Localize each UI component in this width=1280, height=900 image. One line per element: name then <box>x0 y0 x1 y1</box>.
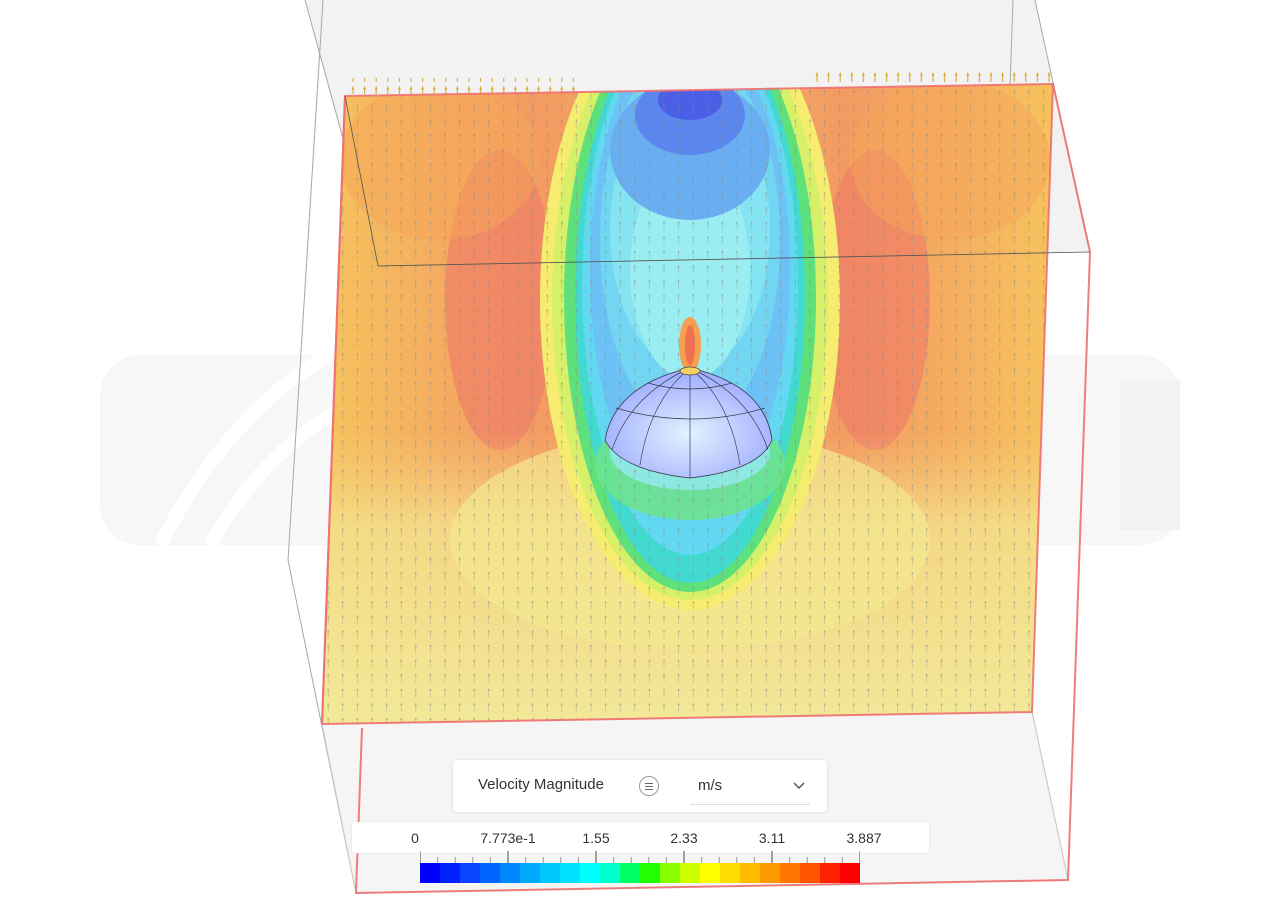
colorbar-segment <box>640 863 661 883</box>
legend-quantity-card: Velocity Magnitude m/s <box>453 760 827 812</box>
colorbar-segment <box>780 863 801 883</box>
colorbar <box>420 851 860 883</box>
chevron-down-icon <box>793 782 805 790</box>
unit-select[interactable]: m/s <box>690 768 810 805</box>
colorbar-segment <box>420 863 441 883</box>
colorbar-segment <box>760 863 781 883</box>
colorbar-tick-label: 3.11 <box>758 830 786 846</box>
list-icon <box>645 783 653 784</box>
colorbar-tick-label: 7.773e-1 <box>480 830 536 846</box>
colorbar-segment <box>440 863 461 883</box>
colorbar-segment <box>660 863 681 883</box>
top-velocity-arrows <box>345 68 1053 94</box>
quantity-label: Velocity Magnitude <box>478 776 604 793</box>
colorbar-segment <box>480 863 501 883</box>
colorbar-tick-label: 2.33 <box>670 830 698 846</box>
colorbar-segment <box>680 863 701 883</box>
colorbar-segment <box>580 863 601 883</box>
colorbar-segment <box>700 863 721 883</box>
colorbar-segment <box>560 863 581 883</box>
colorbar-segment <box>540 863 561 883</box>
colorbar-card <box>352 822 929 853</box>
colorbar-tick-label: 1.55 <box>582 830 610 846</box>
colorbar-segment <box>720 863 741 883</box>
colorbar-segment <box>740 863 761 883</box>
unit-value: m/s <box>698 777 723 794</box>
colorbar-tick-label: 3.887 <box>846 830 882 846</box>
colorbar-segment <box>840 863 860 883</box>
colorbar-segment <box>800 863 821 883</box>
colorbar-segment <box>520 863 541 883</box>
colorbar-segment <box>460 863 481 883</box>
colorbar-segment <box>620 863 641 883</box>
box-edge <box>377 251 1091 267</box>
colorbar-segment <box>500 863 521 883</box>
dome-geometry[interactable] <box>604 366 773 479</box>
colorbar-segment <box>820 863 841 883</box>
list-icon-line <box>645 789 653 790</box>
colorbar-segment <box>600 863 621 883</box>
colorbar-tick-label: 0 <box>411 830 419 846</box>
quantity-menu-button[interactable] <box>639 776 659 796</box>
list-icon-line <box>645 786 653 787</box>
box-edge <box>344 95 379 267</box>
